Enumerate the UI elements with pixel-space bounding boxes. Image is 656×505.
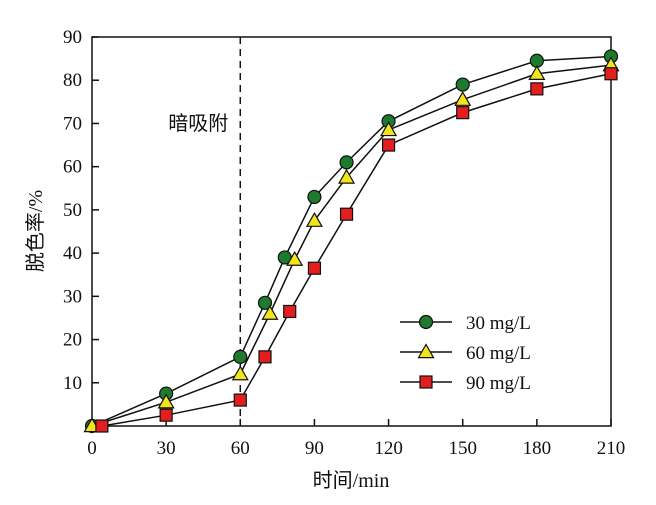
x-tick-label-0: 0 [87, 438, 97, 459]
series-markers [83, 49, 620, 434]
series-1-point-9 [528, 65, 546, 80]
x-tick-label-7: 210 [597, 438, 626, 459]
series-2-point-7 [381, 138, 396, 152]
legend-label-2: 90 mg/L [466, 373, 531, 394]
legend-marker-0 [418, 314, 434, 330]
y-axis-label: 脱色率/% [24, 190, 47, 272]
x-axis-label: 时间/min [313, 469, 390, 492]
y-tick-label-6: 70 [63, 113, 82, 134]
x-tick-label-6: 180 [523, 438, 552, 459]
series-lines [91, 55, 612, 427]
y-tick-label-3: 40 [63, 243, 82, 264]
plot-frame [91, 36, 612, 427]
legend-marker-2 [419, 375, 433, 389]
x-tick-label-3: 90 [305, 438, 324, 459]
legend-label-1: 60 mg/L [466, 343, 531, 364]
series-1-point-8 [454, 90, 472, 106]
series-1-point-6 [338, 168, 356, 184]
series-2-point-0 [95, 419, 109, 433]
series-0-point-6 [339, 155, 354, 170]
y-tick-label-1: 20 [63, 330, 82, 351]
series-0-point-8 [455, 77, 470, 92]
series-0-point-5 [307, 189, 322, 205]
series-2-point-1 [159, 408, 173, 422]
series-1-point-5 [305, 211, 323, 227]
x-tick-label-5: 150 [448, 438, 477, 459]
series-2-point-10 [604, 67, 618, 81]
series-0-point-2 [233, 349, 248, 364]
y-tick-label-2: 30 [63, 286, 82, 307]
series-0-point-3 [257, 295, 273, 310]
series-2-point-4 [283, 304, 297, 319]
series-1-point-1 [157, 393, 175, 409]
series-1-point-7 [380, 121, 398, 137]
legend: 30 mg/L 60 mg/L 90 mg/L [400, 313, 531, 394]
series-2-point-9 [530, 82, 544, 96]
series-2-point-2 [233, 393, 247, 407]
y-tick-label-7: 80 [63, 70, 82, 91]
legend-marker-1 [417, 343, 435, 359]
legend-label-0: 30 mg/L [466, 313, 531, 334]
series-line-0 [91, 55, 612, 427]
y-tick-label-0: 10 [63, 373, 82, 394]
tick-labels: 0 30 60 90 120 150 180 210 10 20 30 40 50 60 70 80 90 [63, 27, 625, 459]
y-tick-label-8: 90 [63, 27, 82, 48]
series-1-point-2 [231, 365, 249, 381]
x-tick-label-2: 60 [231, 438, 250, 459]
y-tick-label-5: 60 [63, 157, 82, 178]
series-1-point-4 [286, 250, 304, 266]
y-tick-label-4: 50 [63, 200, 82, 221]
series-2-point-3 [258, 350, 272, 364]
x-tick-label-1: 30 [157, 438, 176, 459]
dark-adsorption-label: 暗吸附 [168, 112, 228, 135]
series-2-point-8 [456, 106, 470, 120]
series-2-point-5 [307, 261, 322, 275]
series-2-point-6 [339, 207, 354, 221]
axis-ticks [91, 36, 612, 426]
x-tick-label-4: 120 [374, 438, 403, 459]
series-1-point-3 [261, 304, 279, 320]
